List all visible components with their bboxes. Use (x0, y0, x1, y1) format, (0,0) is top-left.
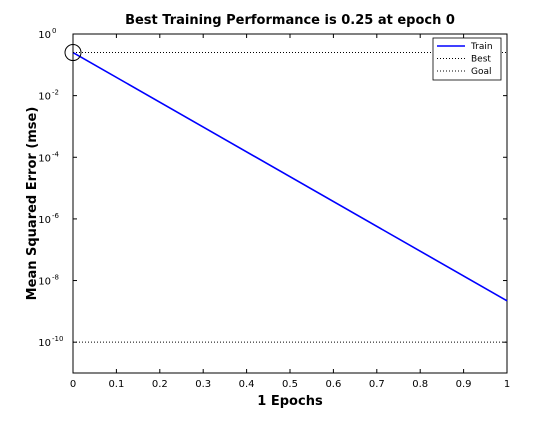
y-tick-exponent: 0 (52, 27, 56, 35)
y-tick-label: 10 (38, 92, 51, 103)
y-tick-label: 10 (38, 153, 51, 164)
x-tick-label: 0.3 (195, 379, 211, 390)
y-tick-exponent: -10 (52, 335, 63, 343)
y-tick-exponent: -4 (52, 150, 60, 158)
y-tick-exponent: -6 (52, 212, 60, 220)
y-tick-label: 10 (38, 338, 51, 349)
x-axis-label: 1 Epochs (257, 394, 323, 409)
x-tick-label: 0.2 (152, 379, 168, 390)
chart-title: Best Training Performance is 0.25 at epo… (125, 13, 455, 28)
y-tick-exponent: -2 (52, 89, 59, 97)
x-tick-label: 0.1 (108, 379, 124, 390)
legend-label-train: Train (470, 42, 493, 52)
y-tick-label: 10 (38, 215, 51, 226)
x-tick-label: 0.6 (325, 379, 341, 390)
best-point-marker (64, 44, 82, 62)
x-axis-ticks: 0 0.1 0.2 0.3 0.4 0.5 0.6 0.7 0.8 0.9 1 (70, 34, 510, 390)
legend: Train Best Goal (432, 37, 502, 81)
x-tick-label: 0.8 (412, 379, 428, 390)
plot-area (72, 33, 508, 374)
x-tick-label: 0.5 (282, 379, 298, 390)
series-layer (72, 51, 508, 343)
series-train-line (72, 51, 508, 302)
legend-label-best: Best (471, 55, 491, 65)
x-tick-label: 0.9 (456, 379, 472, 390)
y-tick-label: 10 (38, 30, 51, 41)
x-tick-label: 0 (70, 379, 76, 390)
x-tick-label: 1 (504, 379, 510, 390)
y-axis-label: Mean Squared Error (mse) (25, 107, 40, 301)
x-tick-label: 0.4 (239, 379, 255, 390)
legend-label-goal: Goal (471, 67, 492, 77)
y-tick-exponent: -8 (52, 274, 59, 282)
x-tick-label: 0.7 (369, 379, 385, 390)
legend-box (432, 37, 502, 81)
y-tick-label: 10 (38, 277, 51, 288)
